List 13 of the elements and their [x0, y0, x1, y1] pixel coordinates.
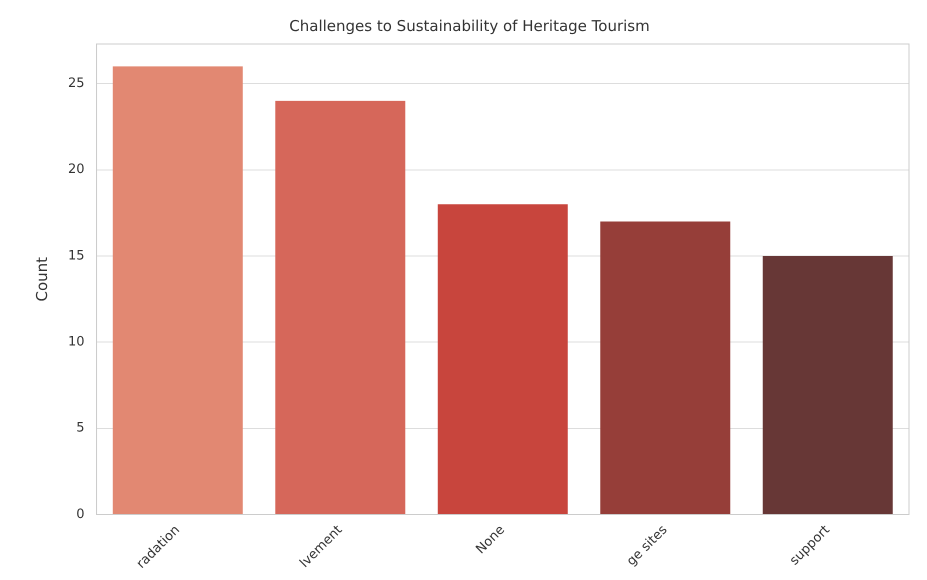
- chart-title: Challenges to Sustainability of Heritage Tourism: [289, 16, 650, 35]
- bar: [600, 222, 730, 514]
- y-tick-label: 15: [68, 248, 85, 264]
- bar: [438, 204, 568, 514]
- bar: [762, 256, 893, 514]
- y-tick-label: 0: [76, 506, 85, 522]
- y-axis-title: Count: [32, 256, 51, 302]
- y-tick-label: 25: [68, 76, 85, 92]
- bar: [112, 66, 243, 514]
- y-tick-label: 20: [68, 162, 85, 178]
- y-tick-label: 5: [76, 420, 85, 436]
- y-tick-label: 10: [68, 334, 85, 350]
- bar: [275, 100, 406, 514]
